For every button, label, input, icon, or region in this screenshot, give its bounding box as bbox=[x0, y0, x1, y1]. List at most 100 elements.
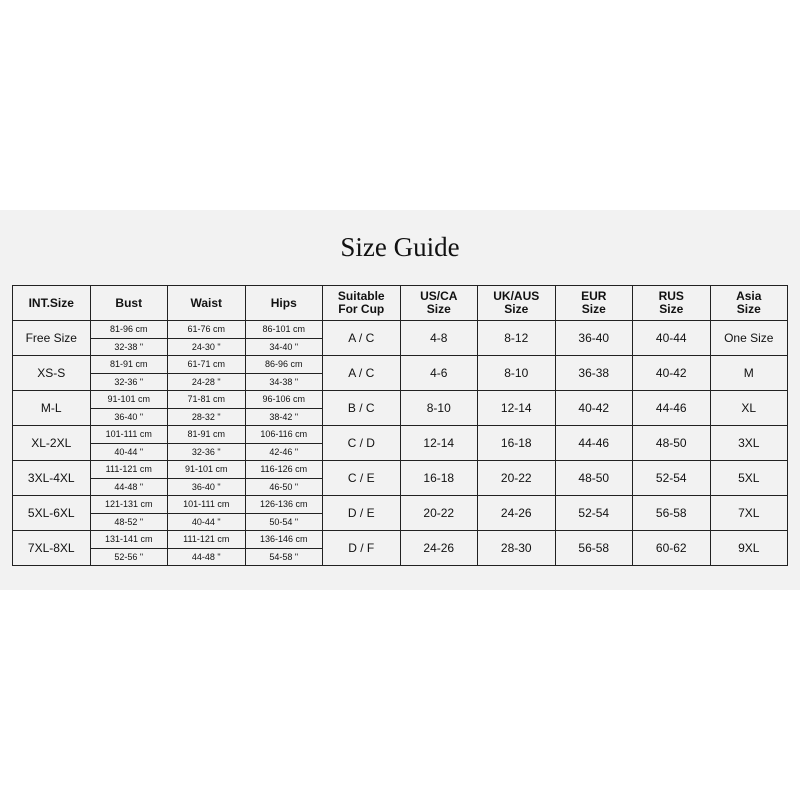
waist-inch-cell: 24-28 " bbox=[167, 372, 246, 391]
asia-cell: 7XL bbox=[709, 495, 788, 531]
eur-cell: 48-50 bbox=[554, 460, 633, 496]
hips-cm-cell: 96-106 cm bbox=[244, 390, 323, 409]
bust-inch-cell: 32-36 " bbox=[89, 372, 168, 391]
eur-cell: 44-46 bbox=[554, 425, 633, 461]
asia-cell: One Size bbox=[709, 320, 788, 356]
rus-cell: 44-46 bbox=[632, 390, 711, 426]
rus-cell: 40-42 bbox=[632, 355, 711, 391]
waist-inch-cell: 44-48 " bbox=[167, 547, 246, 566]
int-size-cell: 3XL-4XL bbox=[12, 460, 91, 496]
column-header: US/CA Size bbox=[399, 285, 478, 321]
uk-cell: 24-26 bbox=[477, 495, 556, 531]
cup-cell: D / F bbox=[322, 530, 401, 566]
us-cell: 24-26 bbox=[399, 530, 478, 566]
hips-cm-cell: 106-116 cm bbox=[244, 425, 323, 444]
int-size-cell: 5XL-6XL bbox=[12, 495, 91, 531]
table-row: 5XL-6XL 121-131 cm 101-111 cm 126-136 cm D /… bbox=[12, 495, 788, 531]
asia-cell: 3XL bbox=[709, 425, 788, 461]
hips-cm-cell: 86-96 cm bbox=[244, 355, 323, 374]
cup-cell: C / D bbox=[322, 425, 401, 461]
asia-cell: 9XL bbox=[709, 530, 788, 566]
bust-inch-cell: 52-56 " bbox=[89, 547, 168, 566]
uk-cell: 16-18 bbox=[477, 425, 556, 461]
rus-cell: 52-54 bbox=[632, 460, 711, 496]
table-row-inches: 32-38 " 24-30 " 34-40 " bbox=[13, 337, 788, 356]
bust-cm-cell: 131-141 cm bbox=[89, 530, 168, 549]
rus-cell: 60-62 bbox=[632, 530, 711, 566]
hips-inch-cell: 46-50 " bbox=[244, 477, 323, 496]
eur-cell: 56-58 bbox=[554, 530, 633, 566]
header-row: INT.Size Bust Waist Hips Suitable For Cup US/… bbox=[12, 285, 788, 321]
column-header: Waist bbox=[167, 285, 246, 321]
bust-cm-cell: 81-96 cm bbox=[89, 320, 168, 339]
us-cell: 20-22 bbox=[399, 495, 478, 531]
bust-inch-cell: 40-44 " bbox=[89, 442, 168, 461]
waist-cm-cell: 61-76 cm bbox=[167, 320, 246, 339]
hips-inch-cell: 38-42 " bbox=[244, 407, 323, 426]
bust-cm-cell: 121-131 cm bbox=[89, 495, 168, 514]
column-header: EUR Size bbox=[554, 285, 633, 321]
uk-cell: 8-10 bbox=[477, 355, 556, 391]
cup-cell: A / C bbox=[322, 320, 401, 356]
column-header: Asia Size bbox=[709, 285, 788, 321]
bust-cm-cell: 101-111 cm bbox=[89, 425, 168, 444]
column-header: Hips bbox=[244, 285, 323, 321]
us-cell: 16-18 bbox=[399, 460, 478, 496]
hips-inch-cell: 54-58 " bbox=[244, 547, 323, 566]
rus-cell: 56-58 bbox=[632, 495, 711, 531]
cup-cell: C / E bbox=[322, 460, 401, 496]
hips-cm-cell: 86-101 cm bbox=[244, 320, 323, 339]
bust-inch-cell: 44-48 " bbox=[89, 477, 168, 496]
asia-cell: M bbox=[709, 355, 788, 391]
waist-inch-cell: 32-36 " bbox=[167, 442, 246, 461]
asia-cell: 5XL bbox=[709, 460, 788, 496]
size-table: INT.Size Bust Waist Hips Suitable For Cup US/… bbox=[12, 285, 788, 566]
int-size-cell: Free Size bbox=[12, 320, 91, 356]
bust-cm-cell: 91-101 cm bbox=[89, 390, 168, 409]
table-row-inches: 52-56 " 44-48 " 54-58 " bbox=[13, 547, 788, 566]
int-size-cell: XS-S bbox=[12, 355, 91, 391]
us-cell: 12-14 bbox=[399, 425, 478, 461]
column-header: UK/AUS Size bbox=[477, 285, 556, 321]
uk-cell: 8-12 bbox=[477, 320, 556, 356]
table-row: M-L 91-101 cm 71-81 cm 96-106 cm B / C 8-10 12… bbox=[12, 390, 788, 426]
hips-cm-cell: 126-136 cm bbox=[244, 495, 323, 514]
cup-cell: A / C bbox=[322, 355, 401, 391]
hips-cm-cell: 116-126 cm bbox=[244, 460, 323, 479]
bust-inch-cell: 36-40 " bbox=[89, 407, 168, 426]
uk-cell: 20-22 bbox=[477, 460, 556, 496]
table-row: 7XL-8XL 131-141 cm 111-121 cm 136-146 cm D /… bbox=[12, 530, 788, 566]
bust-inch-cell: 48-52 " bbox=[89, 512, 168, 531]
hips-inch-cell: 34-38 " bbox=[244, 372, 323, 391]
waist-cm-cell: 91-101 cm bbox=[167, 460, 246, 479]
hips-cm-cell: 136-146 cm bbox=[244, 530, 323, 549]
eur-cell: 52-54 bbox=[554, 495, 633, 531]
table-row-inches: 40-44 " 32-36 " 42-46 " bbox=[13, 442, 788, 461]
column-header: Suitable For Cup bbox=[322, 285, 401, 321]
cup-cell: B / C bbox=[322, 390, 401, 426]
waist-inch-cell: 36-40 " bbox=[167, 477, 246, 496]
us-cell: 8-10 bbox=[399, 390, 478, 426]
table-row: 3XL-4XL 111-121 cm 91-101 cm 116-126 cm C / … bbox=[12, 460, 788, 496]
table-row-inches: 48-52 " 40-44 " 50-54 " bbox=[13, 512, 788, 531]
asia-cell: XL bbox=[709, 390, 788, 426]
waist-cm-cell: 61-71 cm bbox=[167, 355, 246, 374]
table-row: XS-S 81-91 cm 61-71 cm 86-96 cm A / C 4-6 8-10… bbox=[12, 355, 788, 391]
waist-cm-cell: 101-111 cm bbox=[167, 495, 246, 514]
us-cell: 4-8 bbox=[399, 320, 478, 356]
waist-cm-cell: 111-121 cm bbox=[167, 530, 246, 549]
uk-cell: 28-30 bbox=[477, 530, 556, 566]
bust-cm-cell: 111-121 cm bbox=[89, 460, 168, 479]
us-cell: 4-6 bbox=[399, 355, 478, 391]
waist-cm-cell: 71-81 cm bbox=[167, 390, 246, 409]
hips-inch-cell: 34-40 " bbox=[244, 337, 323, 356]
column-header: INT.Size bbox=[12, 285, 91, 321]
waist-inch-cell: 24-30 " bbox=[167, 337, 246, 356]
hips-inch-cell: 42-46 " bbox=[244, 442, 323, 461]
column-header: Bust bbox=[89, 285, 168, 321]
waist-cm-cell: 81-91 cm bbox=[167, 425, 246, 444]
rus-cell: 48-50 bbox=[632, 425, 711, 461]
hips-inch-cell: 50-54 " bbox=[244, 512, 323, 531]
page-title: Size Guide bbox=[340, 232, 460, 262]
